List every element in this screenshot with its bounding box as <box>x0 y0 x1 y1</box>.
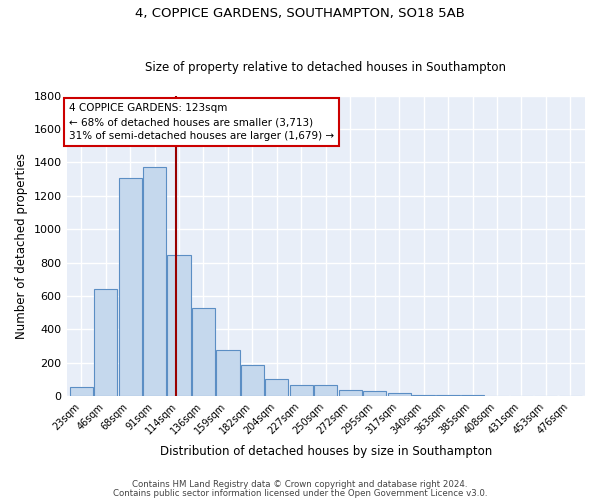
Bar <box>119 178 142 396</box>
Bar <box>167 255 191 396</box>
Bar <box>314 386 337 396</box>
Bar <box>94 288 117 397</box>
Bar <box>436 394 460 396</box>
Title: Size of property relative to detached houses in Southampton: Size of property relative to detached ho… <box>145 60 506 74</box>
Bar <box>363 392 386 396</box>
Bar <box>70 387 93 396</box>
Bar <box>388 393 411 396</box>
Text: 4, COPPICE GARDENS, SOUTHAMPTON, SO18 5AB: 4, COPPICE GARDENS, SOUTHAMPTON, SO18 5A… <box>135 8 465 20</box>
Text: Contains public sector information licensed under the Open Government Licence v3: Contains public sector information licen… <box>113 488 487 498</box>
Bar <box>412 394 435 396</box>
Bar <box>241 366 264 396</box>
Bar <box>217 350 239 397</box>
Text: Contains HM Land Registry data © Crown copyright and database right 2024.: Contains HM Land Registry data © Crown c… <box>132 480 468 489</box>
Bar <box>143 166 166 396</box>
Bar <box>265 379 289 396</box>
X-axis label: Distribution of detached houses by size in Southampton: Distribution of detached houses by size … <box>160 444 492 458</box>
Bar <box>192 308 215 396</box>
Text: 4 COPPICE GARDENS: 123sqm
← 68% of detached houses are smaller (3,713)
31% of se: 4 COPPICE GARDENS: 123sqm ← 68% of detac… <box>69 103 334 141</box>
Bar <box>290 386 313 396</box>
Bar <box>461 394 484 396</box>
Y-axis label: Number of detached properties: Number of detached properties <box>15 153 28 339</box>
Bar <box>338 390 362 396</box>
